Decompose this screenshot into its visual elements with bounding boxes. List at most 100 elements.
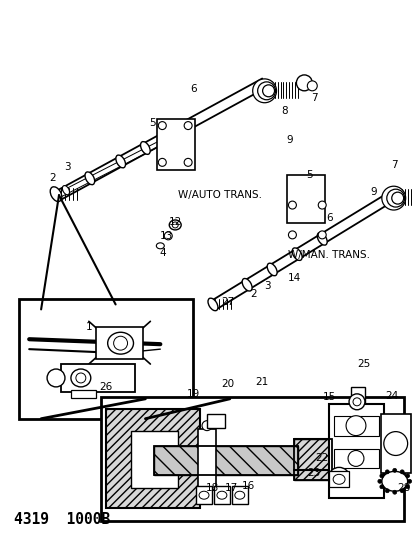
Ellipse shape <box>184 158 192 166</box>
Ellipse shape <box>71 369 90 387</box>
Ellipse shape <box>306 81 316 91</box>
Ellipse shape <box>386 189 404 207</box>
Text: W/AUTO TRANS.: W/AUTO TRANS. <box>178 190 261 200</box>
Bar <box>294 439 331 480</box>
Ellipse shape <box>381 186 405 210</box>
Text: 21: 21 <box>254 377 268 387</box>
Text: 7: 7 <box>310 93 317 103</box>
Text: 20: 20 <box>221 379 234 389</box>
Ellipse shape <box>296 75 311 91</box>
Bar <box>206 414 224 427</box>
Ellipse shape <box>392 490 396 494</box>
Ellipse shape <box>332 474 344 484</box>
Bar <box>214 486 229 504</box>
Ellipse shape <box>62 185 69 195</box>
Ellipse shape <box>172 222 178 228</box>
Ellipse shape <box>199 491 209 499</box>
Bar <box>157 119 195 171</box>
Bar <box>105 409 199 508</box>
Text: 4319  1000B: 4319 1000B <box>14 512 110 528</box>
Bar <box>350 387 364 403</box>
Ellipse shape <box>158 158 166 166</box>
Ellipse shape <box>257 82 275 100</box>
Text: 23: 23 <box>307 469 320 478</box>
Bar <box>231 486 247 504</box>
Bar <box>100 397 403 521</box>
Ellipse shape <box>345 416 365 435</box>
Ellipse shape <box>169 220 181 230</box>
Ellipse shape <box>113 336 127 350</box>
Text: 5: 5 <box>305 170 312 180</box>
Bar <box>95 327 143 359</box>
Ellipse shape <box>399 470 403 474</box>
Ellipse shape <box>158 122 166 130</box>
Text: 6: 6 <box>189 84 196 94</box>
Bar <box>71 390 95 398</box>
Text: 5: 5 <box>149 118 155 127</box>
Ellipse shape <box>385 470 388 474</box>
Ellipse shape <box>399 489 403 492</box>
Ellipse shape <box>348 394 364 410</box>
Ellipse shape <box>47 369 65 387</box>
Text: W/MAN. TRANS.: W/MAN. TRANS. <box>287 250 369 260</box>
Ellipse shape <box>50 187 62 201</box>
Ellipse shape <box>242 278 252 291</box>
Bar <box>197 429 216 490</box>
Ellipse shape <box>405 474 408 478</box>
Text: 22: 22 <box>315 454 328 463</box>
Ellipse shape <box>377 479 381 483</box>
Ellipse shape <box>328 467 348 485</box>
Text: 9: 9 <box>370 187 376 197</box>
Text: 26: 26 <box>99 382 112 392</box>
Ellipse shape <box>318 201 325 209</box>
Bar <box>287 175 325 223</box>
Ellipse shape <box>234 491 244 499</box>
Bar <box>154 446 298 475</box>
Ellipse shape <box>288 201 296 209</box>
Ellipse shape <box>140 142 150 155</box>
Text: 2: 2 <box>50 173 56 183</box>
Ellipse shape <box>262 85 274 97</box>
Bar <box>294 439 331 480</box>
Text: 16: 16 <box>242 481 255 491</box>
Ellipse shape <box>316 232 326 245</box>
Text: 24: 24 <box>384 391 397 401</box>
Text: 8: 8 <box>280 106 287 116</box>
Text: 7: 7 <box>390 160 397 171</box>
Bar <box>154 446 298 475</box>
Text: 15: 15 <box>322 392 335 402</box>
Ellipse shape <box>352 398 360 406</box>
Ellipse shape <box>252 79 276 103</box>
Text: 12: 12 <box>168 217 181 227</box>
Bar <box>333 448 378 469</box>
Ellipse shape <box>347 450 363 466</box>
Bar <box>328 471 348 487</box>
Text: 14: 14 <box>287 272 300 282</box>
Ellipse shape <box>266 263 276 276</box>
Text: 4: 4 <box>159 248 165 258</box>
Text: 25: 25 <box>356 359 370 369</box>
Ellipse shape <box>392 469 396 472</box>
Bar <box>333 416 378 435</box>
Text: 17: 17 <box>225 483 238 493</box>
Text: 28: 28 <box>396 483 409 493</box>
Text: 27: 27 <box>221 297 234 308</box>
Bar <box>196 486 211 504</box>
Ellipse shape <box>207 298 217 311</box>
Ellipse shape <box>164 232 172 240</box>
Text: 3: 3 <box>64 163 71 172</box>
Text: 18: 18 <box>205 483 218 493</box>
Ellipse shape <box>107 332 133 354</box>
Ellipse shape <box>391 192 403 204</box>
Ellipse shape <box>116 155 125 168</box>
Ellipse shape <box>379 474 383 478</box>
Ellipse shape <box>184 122 192 130</box>
Ellipse shape <box>381 471 407 491</box>
Text: 13: 13 <box>159 231 173 241</box>
Text: 6: 6 <box>325 213 332 223</box>
Ellipse shape <box>385 489 388 492</box>
Text: 3: 3 <box>263 280 270 290</box>
Text: 2: 2 <box>250 288 256 298</box>
Ellipse shape <box>379 485 383 489</box>
Ellipse shape <box>216 491 226 499</box>
